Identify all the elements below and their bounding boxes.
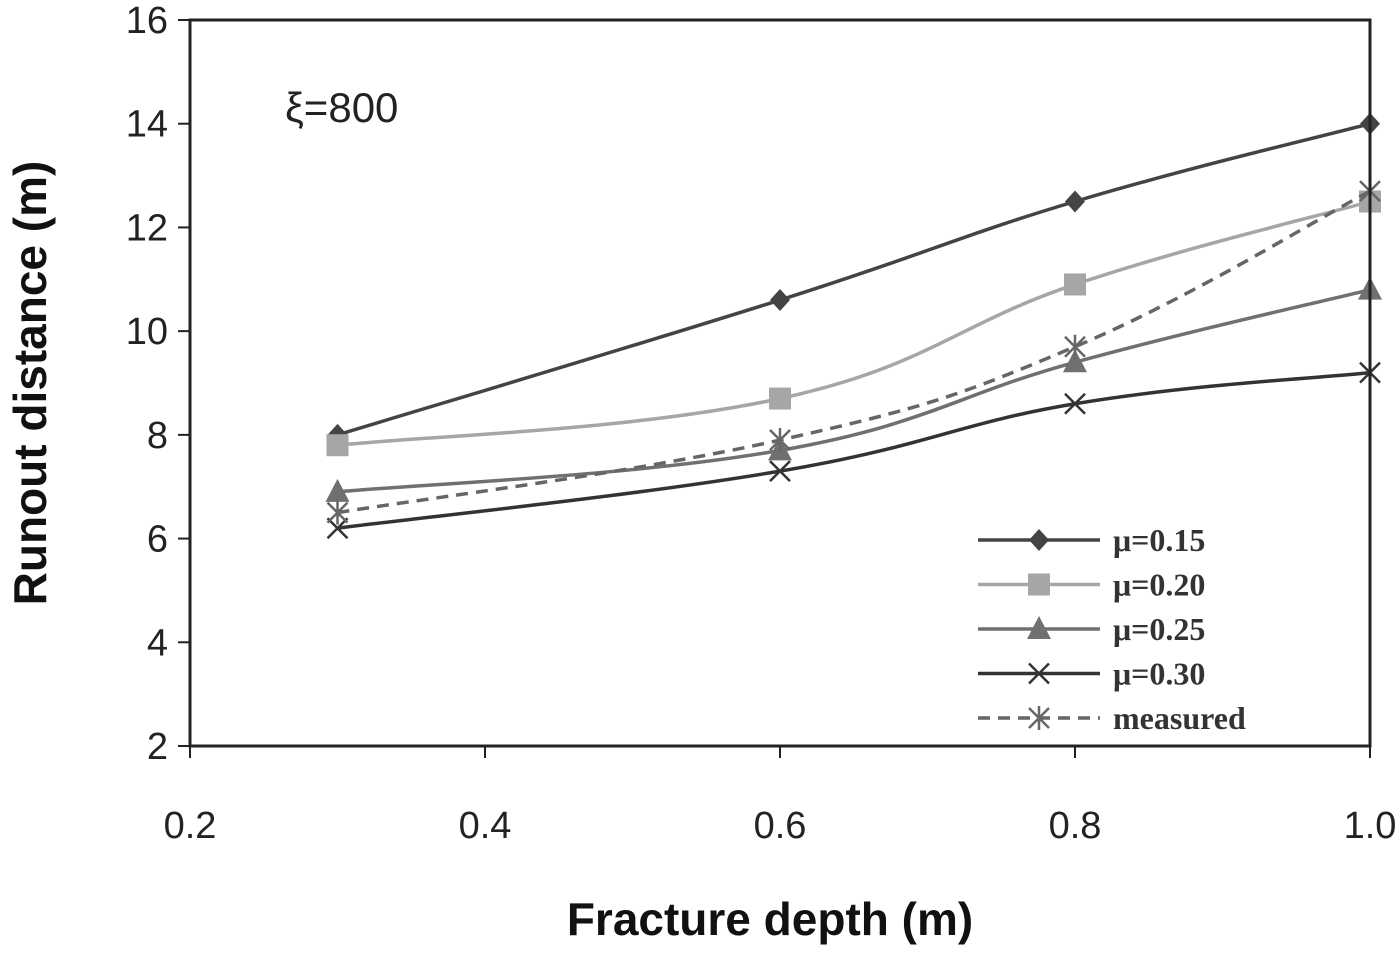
y-tick-label: 14 (126, 104, 168, 146)
series-line (337, 370, 1371, 530)
data-point (1064, 273, 1086, 296)
data-point (325, 478, 350, 502)
data-point (1065, 190, 1085, 213)
y-tick-label: 8 (147, 415, 168, 457)
y-tick-label: 6 (147, 519, 168, 561)
data-point (326, 517, 349, 540)
x-tick-label: 0.2 (164, 805, 217, 847)
x-tick-label: 0.4 (459, 805, 512, 847)
series-line (336, 122, 1371, 437)
y-tick-label: 12 (126, 207, 168, 249)
legend: μ=0.15 μ=0.20 μ=0.25 μ=0.30 measured (978, 522, 1246, 736)
series-line (337, 189, 1371, 515)
series-measured (326, 179, 1381, 525)
axis-ticks: 2 4 6 8 10 12 14 16 0.2 0.4 0.6 0.8 1.0 (126, 0, 1397, 847)
legend-marker (1028, 573, 1050, 596)
y-tick-label: 4 (147, 622, 168, 664)
data-point (769, 387, 791, 410)
legend-label: μ=0.15 (1113, 522, 1205, 558)
data-point (326, 500, 349, 525)
legend-marker (1028, 662, 1050, 685)
legend-marker (1029, 529, 1049, 551)
data-point (1064, 392, 1086, 415)
legend-item: measured (978, 700, 1246, 736)
y-tick-label: 10 (126, 311, 168, 353)
y-axis-title: Runout distance (m) (4, 161, 56, 606)
series-line (337, 287, 1371, 494)
legend-label: μ=0.30 (1113, 656, 1205, 692)
legend-label: μ=0.25 (1113, 611, 1205, 647)
legend-label: measured (1113, 700, 1246, 736)
plot-frame (188, 18, 1372, 748)
series-line (337, 199, 1371, 447)
legend-item: μ=0.15 (978, 522, 1205, 558)
legend-item: μ=0.30 (978, 656, 1205, 692)
series-layer (325, 112, 1382, 540)
xi-annotation: ξ=800 (285, 84, 398, 131)
legend-item: μ=0.25 (978, 611, 1205, 647)
legend-label: μ=0.20 (1113, 567, 1205, 603)
y-tick-label: 16 (126, 0, 168, 42)
data-point (1064, 334, 1086, 359)
data-point (769, 428, 791, 453)
legend-marker (1028, 706, 1050, 730)
data-point (769, 460, 791, 483)
x-axis-title: Fracture depth (m) (567, 893, 973, 945)
legend-item: μ=0.20 (978, 567, 1205, 603)
legend-marker (1027, 616, 1051, 639)
data-point (1063, 349, 1087, 373)
x-tick-label: 0.6 (754, 805, 807, 847)
x-tick-label: 0.8 (1049, 805, 1102, 847)
y-tick-label: 2 (147, 726, 168, 768)
series-μ=0.15 (327, 112, 1380, 446)
data-point (770, 289, 790, 312)
data-point (326, 434, 349, 457)
x-tick-label: 1.0 (1344, 805, 1397, 847)
